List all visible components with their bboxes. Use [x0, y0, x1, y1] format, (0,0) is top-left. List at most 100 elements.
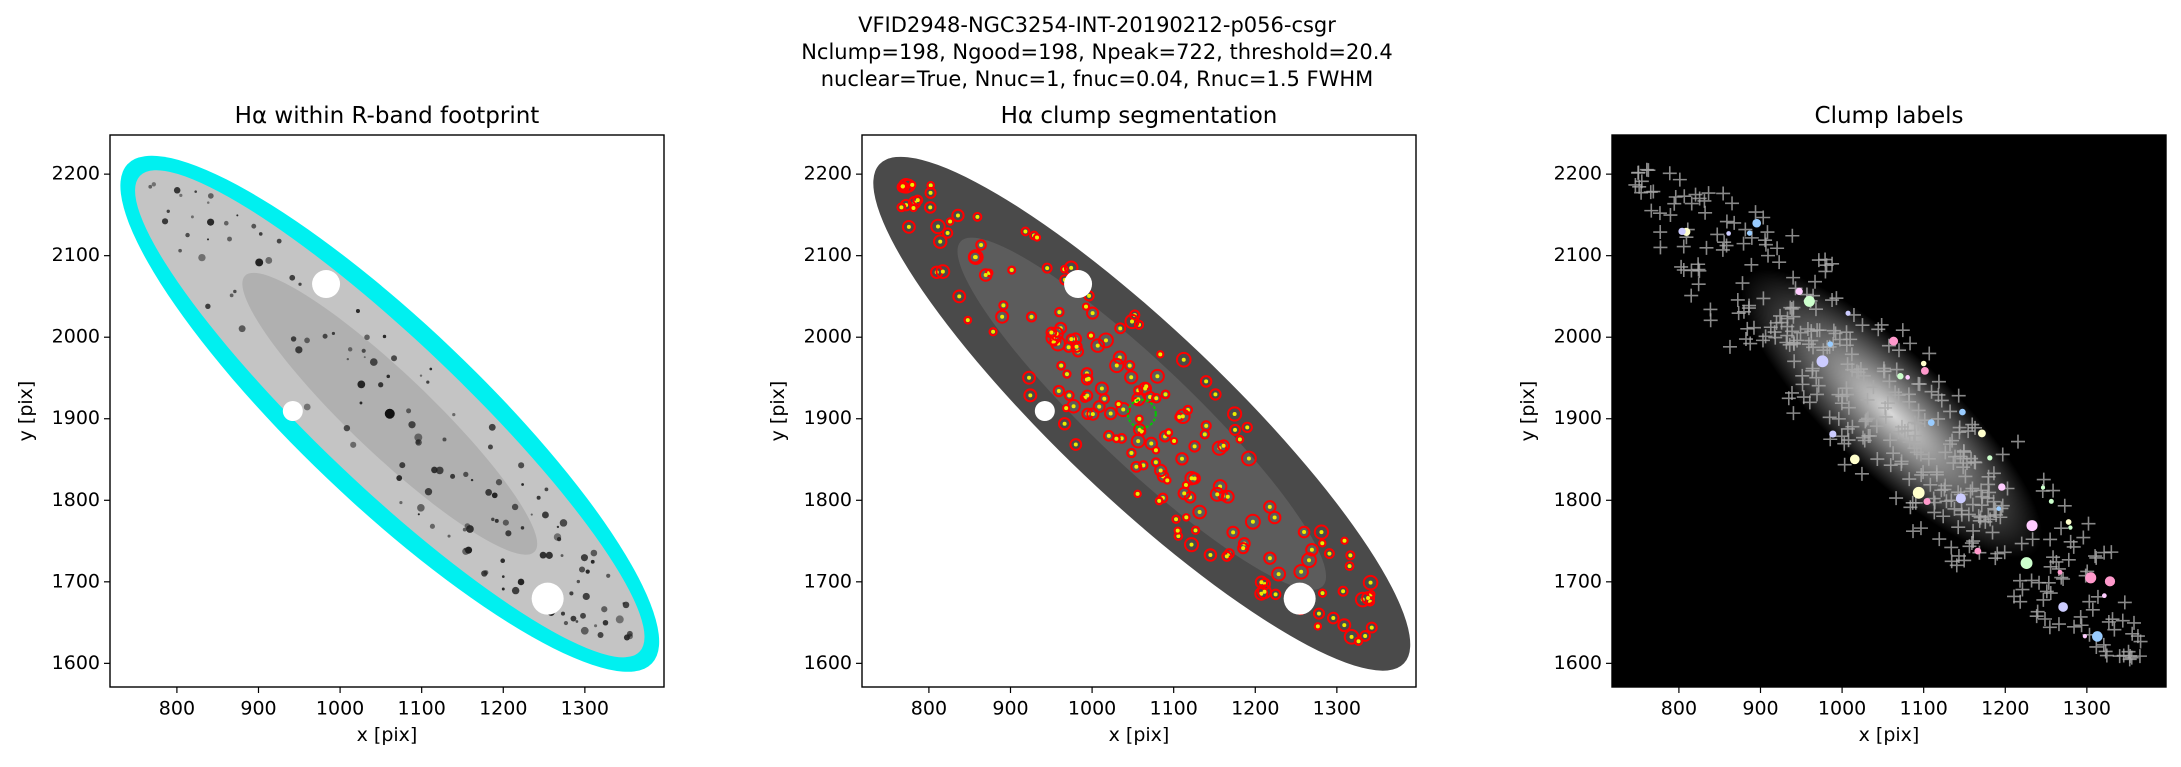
clump	[923, 201, 937, 214]
peak	[1787, 336, 1802, 351]
clump-center	[1064, 372, 1069, 377]
label-blob	[2040, 485, 2046, 490]
peak	[1800, 322, 1815, 337]
clump	[1164, 428, 1174, 438]
peak	[1907, 441, 1922, 456]
peak	[1710, 227, 1725, 242]
clump-center	[1001, 303, 1006, 308]
clump	[1023, 388, 1038, 403]
source	[470, 478, 474, 482]
y-tick-label: 1600	[1554, 652, 1602, 674]
source	[495, 479, 503, 486]
peak	[1773, 308, 1788, 323]
clump	[1337, 585, 1349, 597]
clump	[1223, 548, 1235, 560]
peak	[1981, 509, 1996, 524]
clump	[1045, 326, 1058, 339]
peak	[1944, 540, 1959, 555]
peak	[1829, 291, 1844, 306]
source	[198, 253, 206, 262]
peak	[2054, 521, 2069, 536]
clump	[898, 182, 907, 191]
peak	[1781, 391, 1796, 406]
peak	[1929, 467, 1944, 482]
peak	[1755, 333, 1770, 348]
suptitle: Nclump=198, Ngood=198, Npeak=722, thresh…	[801, 40, 1393, 64]
source	[414, 433, 423, 442]
clump-center	[1009, 268, 1014, 273]
peak	[1862, 428, 1877, 443]
clump-center	[1181, 357, 1186, 362]
source	[343, 424, 351, 432]
source	[206, 201, 210, 204]
y-tick-label: 1700	[804, 570, 852, 592]
peak	[1989, 507, 2004, 522]
label-blob	[1987, 455, 1993, 461]
peak	[2107, 622, 2122, 637]
clump-center	[1299, 569, 1304, 574]
peak	[1719, 214, 1734, 229]
peak	[1756, 291, 1771, 306]
clump-center	[1073, 442, 1078, 447]
source	[289, 274, 296, 281]
source	[347, 347, 353, 352]
clump-center	[1204, 423, 1209, 428]
source	[276, 238, 282, 244]
clump-center	[1316, 611, 1321, 616]
clump	[1182, 513, 1191, 522]
y-tick-label: 1800	[52, 489, 100, 511]
source	[502, 519, 509, 526]
peak	[1691, 277, 1706, 292]
peak	[1914, 467, 1929, 482]
clump	[1062, 369, 1072, 379]
label-blob	[1974, 547, 1982, 555]
clump-center	[1366, 596, 1371, 601]
peak	[2112, 649, 2127, 664]
source	[590, 549, 598, 557]
peak	[1783, 300, 1798, 315]
source	[553, 533, 562, 541]
image	[1612, 135, 2166, 687]
source	[295, 346, 303, 354]
peak	[2024, 573, 2039, 588]
peak	[2122, 652, 2137, 667]
source	[355, 309, 360, 314]
clump-center	[1224, 554, 1229, 559]
peak	[1691, 257, 1706, 272]
x-axis-label: x [pix]	[1859, 724, 1920, 746]
clump-center	[948, 219, 953, 224]
peak	[1956, 460, 1971, 475]
peak	[1938, 445, 1953, 460]
source	[450, 473, 456, 479]
source	[185, 232, 190, 238]
y-tick-label: 2000	[1554, 326, 1602, 348]
peak	[2046, 483, 2061, 498]
source	[536, 495, 541, 500]
clump	[1297, 525, 1311, 539]
clump	[1183, 537, 1200, 553]
clump-center	[1136, 439, 1141, 444]
clump-center	[1182, 491, 1187, 496]
source	[233, 289, 237, 294]
source	[545, 551, 553, 559]
peak	[1860, 411, 1875, 426]
clump	[1237, 542, 1250, 555]
clump	[1063, 390, 1075, 401]
source	[322, 333, 328, 339]
clump-center	[1315, 624, 1320, 629]
source	[590, 559, 595, 564]
clump	[1235, 434, 1245, 444]
suptitle: VFID2948-NGC3254-INT-20190212-p056-csgr	[858, 13, 1336, 37]
mask	[312, 270, 341, 299]
peak	[1924, 384, 1939, 399]
clump-center	[1267, 504, 1272, 509]
peak	[1881, 338, 1896, 353]
label-blob	[1746, 230, 1753, 236]
peak	[2046, 550, 2061, 565]
y-tick-label: 1700	[1554, 570, 1602, 592]
y-tick-label: 1600	[52, 652, 100, 674]
source	[255, 258, 264, 267]
label-blob	[1923, 497, 1931, 506]
clump-center	[1090, 311, 1095, 316]
peak	[1831, 411, 1846, 426]
